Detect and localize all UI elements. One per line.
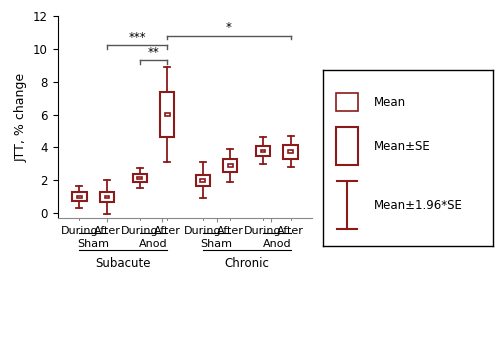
Text: After: After <box>277 226 304 235</box>
Text: During: During <box>184 226 222 235</box>
Bar <box>160 92 174 137</box>
Bar <box>138 177 142 179</box>
Text: During: During <box>60 226 98 235</box>
Bar <box>288 150 293 153</box>
Bar <box>72 192 86 201</box>
Bar <box>223 159 238 172</box>
Text: Chronic: Chronic <box>224 257 269 270</box>
Bar <box>132 174 147 182</box>
Text: Mean: Mean <box>374 96 406 108</box>
Y-axis label: JTT, % change: JTT, % change <box>14 73 27 162</box>
Text: After: After <box>154 226 180 235</box>
Text: *: * <box>226 21 232 34</box>
Bar <box>77 196 82 198</box>
Bar <box>104 196 109 198</box>
Text: Mean±SE: Mean±SE <box>374 140 430 152</box>
Bar <box>100 191 114 202</box>
Text: Anod: Anod <box>262 239 291 249</box>
Text: Sham: Sham <box>77 239 109 249</box>
Text: **: ** <box>148 46 160 59</box>
Bar <box>336 93 358 111</box>
Text: ***: *** <box>128 31 146 44</box>
Text: Mean±1.96*SE: Mean±1.96*SE <box>374 199 462 212</box>
Text: After: After <box>94 226 120 235</box>
Text: After: After <box>217 226 244 235</box>
Bar <box>336 127 358 165</box>
Bar <box>200 179 205 182</box>
Bar <box>165 113 170 116</box>
Bar <box>228 164 232 167</box>
Bar <box>196 175 210 186</box>
Text: Sham: Sham <box>200 239 232 249</box>
Text: Subacute: Subacute <box>96 257 151 270</box>
Bar <box>261 150 266 152</box>
Bar <box>256 145 270 156</box>
Text: During: During <box>244 226 282 235</box>
Text: During: During <box>121 226 158 235</box>
Text: Anod: Anod <box>139 239 168 249</box>
Bar <box>284 145 298 158</box>
